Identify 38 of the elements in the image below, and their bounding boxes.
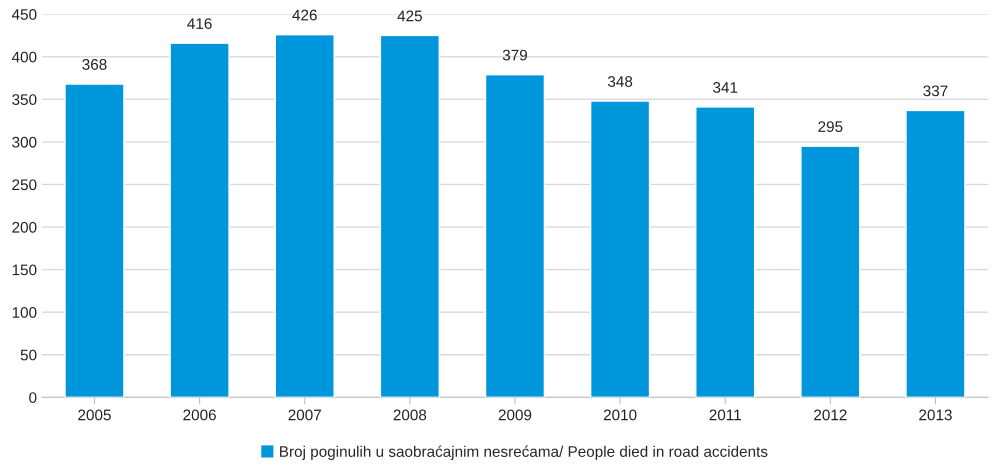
x-tick-label: 2005 xyxy=(78,410,111,420)
bar xyxy=(274,34,335,398)
bar xyxy=(905,110,966,398)
data-label: 368 xyxy=(82,59,107,70)
legend-label: Broj poginulih u saobraćajnim nesrećama/ People died in road accidents xyxy=(280,446,768,460)
bar xyxy=(590,100,650,398)
y-tick-label: 100 xyxy=(12,307,36,318)
bar xyxy=(169,42,230,398)
data-label: 348 xyxy=(608,76,632,87)
data-label: 426 xyxy=(292,10,317,20)
data-label: 425 xyxy=(397,10,422,22)
y-tick-label: 400 xyxy=(12,52,36,62)
y-tick-label: 300 xyxy=(12,136,36,148)
x-tick-label: 2010 xyxy=(604,410,636,420)
bar xyxy=(695,106,756,398)
x-tick-label: 2007 xyxy=(288,410,321,420)
x-tick-label: 2011 xyxy=(710,410,741,420)
data-label: 416 xyxy=(187,18,212,30)
bar xyxy=(484,74,546,398)
bar xyxy=(800,145,860,398)
data-label: 337 xyxy=(923,85,948,96)
bar xyxy=(380,34,440,398)
data-label: 295 xyxy=(818,121,842,132)
data-label: 341 xyxy=(713,82,738,93)
y-tick-label: 250 xyxy=(12,179,36,190)
bar xyxy=(64,83,125,398)
y-tick-label: 450 xyxy=(12,9,36,20)
y-tick-label: 350 xyxy=(12,94,36,106)
y-tick-label: 0 xyxy=(29,392,36,404)
y-tick-label: 50 xyxy=(20,350,36,360)
y-tick-label: 150 xyxy=(12,264,36,276)
y-tick-label: 200 xyxy=(12,222,36,233)
x-tick-label: 2013 xyxy=(919,410,952,420)
x-tick-label: 2009 xyxy=(498,410,532,420)
x-tick-label: 2006 xyxy=(183,410,216,420)
x-tick-label: 2012 xyxy=(814,410,847,420)
x-tick-label: 2008 xyxy=(394,410,426,420)
data-label: 379 xyxy=(502,50,527,61)
